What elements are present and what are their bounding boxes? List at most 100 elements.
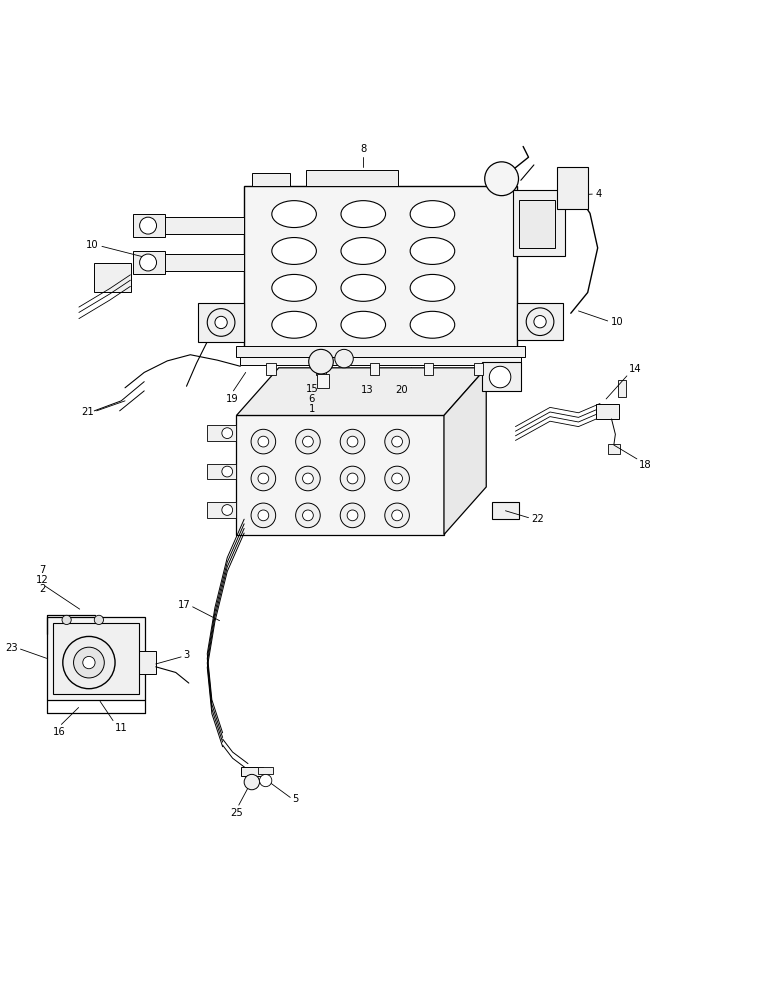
Text: 2: 2 — [39, 584, 46, 594]
Bar — [306, 170, 398, 186]
Bar — [513, 190, 565, 256]
Ellipse shape — [272, 238, 317, 264]
Circle shape — [384, 466, 409, 491]
Circle shape — [83, 656, 95, 669]
Ellipse shape — [341, 201, 385, 228]
Text: 25: 25 — [230, 808, 243, 818]
Bar — [207, 425, 236, 441]
Bar — [252, 173, 290, 186]
Bar — [258, 767, 273, 774]
Bar — [241, 767, 262, 776]
Text: 11: 11 — [115, 723, 127, 733]
Circle shape — [73, 647, 104, 678]
Circle shape — [340, 466, 365, 491]
Circle shape — [391, 473, 402, 484]
Circle shape — [303, 473, 313, 484]
Text: 16: 16 — [53, 727, 66, 737]
Text: 17: 17 — [178, 600, 191, 610]
Text: 19: 19 — [225, 394, 239, 404]
Circle shape — [391, 510, 402, 521]
Circle shape — [222, 466, 232, 477]
Bar — [492, 502, 519, 519]
Circle shape — [347, 436, 358, 447]
Circle shape — [335, 349, 354, 368]
Circle shape — [340, 503, 365, 528]
Circle shape — [258, 510, 269, 521]
Bar — [164, 217, 244, 234]
Circle shape — [534, 316, 547, 328]
Circle shape — [489, 366, 511, 388]
Bar — [207, 464, 236, 479]
Ellipse shape — [272, 311, 317, 338]
Ellipse shape — [272, 201, 317, 228]
Text: 14: 14 — [629, 364, 642, 374]
Circle shape — [384, 429, 409, 454]
Ellipse shape — [272, 274, 317, 301]
Bar — [557, 167, 587, 209]
Circle shape — [258, 473, 269, 484]
Bar — [52, 623, 139, 694]
Text: 3: 3 — [184, 650, 190, 660]
Circle shape — [140, 217, 157, 234]
Circle shape — [347, 510, 358, 521]
Polygon shape — [444, 368, 486, 535]
Circle shape — [296, 429, 320, 454]
Bar — [46, 617, 145, 700]
Circle shape — [62, 615, 71, 625]
Bar — [139, 651, 156, 674]
Bar — [133, 214, 165, 237]
Circle shape — [251, 503, 276, 528]
Ellipse shape — [410, 201, 455, 228]
Bar — [207, 502, 236, 518]
Bar — [608, 444, 620, 454]
Bar — [424, 363, 433, 375]
Bar — [244, 186, 517, 348]
Bar — [240, 357, 521, 365]
Bar — [596, 404, 619, 419]
Text: 8: 8 — [361, 144, 367, 154]
Circle shape — [527, 308, 554, 336]
Bar — [371, 363, 379, 375]
Bar — [317, 363, 326, 375]
Bar — [474, 363, 483, 375]
Text: 5: 5 — [293, 794, 299, 804]
Bar — [164, 254, 244, 271]
Ellipse shape — [341, 238, 385, 264]
Circle shape — [259, 774, 272, 787]
Ellipse shape — [410, 311, 455, 338]
Circle shape — [347, 473, 358, 484]
Circle shape — [391, 436, 402, 447]
Bar — [94, 263, 131, 292]
Ellipse shape — [410, 238, 455, 264]
Bar — [236, 346, 525, 357]
Text: 20: 20 — [395, 385, 408, 395]
Circle shape — [340, 429, 365, 454]
Text: 10: 10 — [86, 240, 98, 250]
Circle shape — [485, 162, 519, 196]
Text: 21: 21 — [81, 407, 93, 417]
Circle shape — [244, 774, 259, 790]
Text: 13: 13 — [361, 385, 374, 395]
Text: 15: 15 — [306, 384, 318, 394]
Circle shape — [258, 436, 269, 447]
Circle shape — [303, 510, 313, 521]
Text: 18: 18 — [638, 460, 651, 470]
Circle shape — [222, 428, 232, 439]
Bar — [482, 362, 521, 391]
Circle shape — [309, 349, 334, 374]
Circle shape — [296, 503, 320, 528]
Polygon shape — [236, 368, 486, 415]
Circle shape — [296, 466, 320, 491]
Text: 10: 10 — [611, 317, 623, 327]
Circle shape — [94, 615, 103, 625]
Text: 4: 4 — [595, 189, 601, 199]
Circle shape — [384, 503, 409, 528]
Circle shape — [215, 316, 227, 329]
Bar — [317, 374, 330, 388]
Polygon shape — [236, 415, 444, 535]
Text: 7: 7 — [39, 565, 46, 575]
Circle shape — [303, 436, 313, 447]
Text: 1: 1 — [309, 404, 315, 414]
Text: 6: 6 — [309, 394, 315, 404]
Ellipse shape — [341, 311, 385, 338]
